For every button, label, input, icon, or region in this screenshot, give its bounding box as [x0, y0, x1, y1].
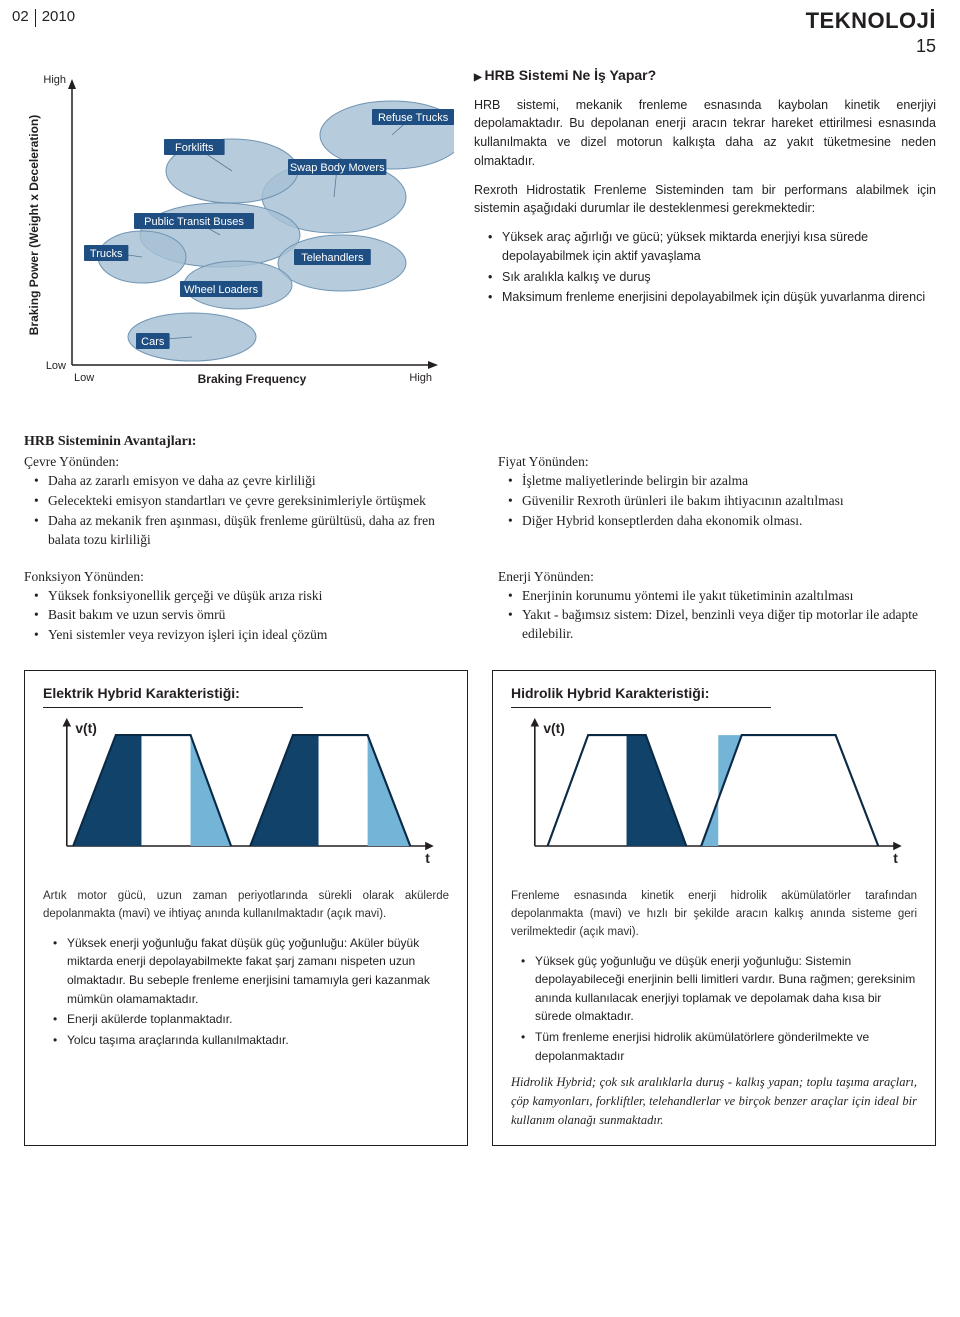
- svg-text:v(t): v(t): [543, 720, 565, 736]
- title-rule: [43, 707, 303, 708]
- advantage-heading: Fiyat Yönünden:: [498, 454, 936, 470]
- electric-bullet-item: Yolcu taşıma araçlarında kullanılmaktadı…: [67, 1031, 449, 1050]
- advantages-grid: Çevre Yönünden: Daha az zararlı emisyon v…: [24, 454, 936, 656]
- hydraulic-caption: Frenleme esnasında kinetik enerji hidrol…: [511, 888, 917, 941]
- advantage-item: Güvenilir Rexroth ürünleri ile bakım iht…: [522, 492, 936, 511]
- intro-bullet-list: Yüksek araç ağırlığı ve gücü; yüksek mik…: [474, 228, 936, 307]
- advantage-item: İşletme maliyetlerinde belirgin bir azal…: [522, 472, 936, 491]
- intro-paragraph-1: HRB sistemi, mekanik frenleme esnasında …: [474, 96, 936, 171]
- header-right: TEKNOLOJİ 15: [806, 8, 936, 57]
- electric-caption: Artık motor gücü, uzun zaman periyotları…: [43, 888, 449, 924]
- intro-text-column: HRB Sistemi Ne İş Yapar? HRB sistemi, me…: [474, 65, 936, 410]
- advantage-heading: Fonksiyon Yönünden:: [24, 569, 462, 585]
- electric-hybrid-title: Elektrik Hybrid Karakteristiği:: [43, 685, 449, 701]
- issue-month: 02: [12, 8, 29, 25]
- svg-text:Refuse Trucks: Refuse Trucks: [378, 112, 449, 124]
- advantage-heading: Enerji Yönünden:: [498, 569, 936, 585]
- advantage-block: Çevre Yönünden: Daha az zararlı emisyon v…: [24, 454, 462, 551]
- advantages-title: HRB Sisteminin Avantajları:: [24, 434, 936, 450]
- characteristics-row: Elektrik Hybrid Karakteristiği: v(t) t Ar…: [0, 670, 960, 1164]
- svg-text:Wheel Loaders: Wheel Loaders: [184, 284, 258, 296]
- section-name: TEKNOLOJİ: [806, 8, 936, 34]
- svg-text:Trucks: Trucks: [90, 248, 123, 260]
- advantage-item: Yüksek fonksiyonellik gerçeği ve düşük a…: [48, 587, 462, 606]
- svg-text:t: t: [425, 850, 430, 866]
- svg-text:Braking Power (Weight x Decele: Braking Power (Weight x Deceleration): [27, 115, 41, 336]
- svg-text:Forklifts: Forklifts: [175, 142, 214, 154]
- advantage-list: Yüksek fonksiyonellik gerçeği ve düşük a…: [24, 587, 462, 646]
- svg-text:Public Transit Buses: Public Transit Buses: [144, 216, 244, 228]
- svg-text:High: High: [43, 74, 66, 86]
- bubble-chart: Refuse Trucks Swap Body Movers Forklifts Pu…: [24, 65, 454, 405]
- advantages-section: HRB Sisteminin Avantajları: Çevre Yönünd…: [0, 424, 960, 670]
- hydraulic-bullet-item: Tüm frenleme enerjisi hidrolik akümülatö…: [535, 1028, 917, 1065]
- issue-year: 2010: [42, 8, 75, 25]
- svg-text:Swap Body Movers: Swap Body Movers: [290, 162, 385, 174]
- advantage-item: Basit bakım ve uzun servis ömrü: [48, 606, 462, 625]
- issue-date: 02 2010: [12, 8, 75, 27]
- electric-bullet-item: Enerji akülerde toplanmaktadır.: [67, 1010, 449, 1029]
- advantage-block: Enerji Yönünden: Enerjinin korunumu yönte…: [498, 569, 936, 647]
- hydraulic-bullet-item: Yüksek güç yoğunluğu ve düşük enerji yoğ…: [535, 952, 917, 1026]
- advantage-item: Yakıt - bağımsız sistem: Dizel, benzinli…: [522, 606, 936, 644]
- electric-hybrid-box: Elektrik Hybrid Karakteristiği: v(t) t Ar…: [24, 670, 468, 1146]
- hydraulic-hybrid-box: Hidrolik Hybrid Karakteristiği: v(t) t Fr…: [492, 670, 936, 1146]
- svg-text:Low: Low: [46, 360, 66, 372]
- intro-bullet-item: Maksimum frenleme enerjisini depolayabil…: [502, 288, 936, 307]
- electric-vt-chart: v(t) t: [43, 718, 449, 878]
- svg-text:v(t): v(t): [75, 720, 97, 736]
- hydraulic-bullet-list: Yüksek güç yoğunluğu ve düşük enerji yoğ…: [511, 952, 917, 1068]
- svg-text:Low: Low: [74, 372, 94, 384]
- page-number: 15: [806, 36, 936, 57]
- advantage-block: Fiyat Yönünden: İşletme maliyetlerinde be…: [498, 454, 936, 551]
- advantage-list: Enerjinin korunumu yöntemi ile yakıt tük…: [498, 587, 936, 645]
- intro-heading: HRB Sistemi Ne İş Yapar?: [474, 65, 936, 86]
- electric-bullet-list: Yüksek enerji yoğunluğu fakat düşük güç …: [43, 934, 449, 1052]
- hydraulic-footnote: Hidrolik Hybrid; çok sık aralıklarla dur…: [511, 1073, 917, 1129]
- svg-text:Cars: Cars: [141, 336, 165, 348]
- svg-text:High: High: [409, 372, 432, 384]
- advantage-block: Fonksiyon Yönünden: Yüksek fonksiyonellik…: [24, 569, 462, 647]
- bubble-chart-column: Refuse Trucks Swap Body Movers Forklifts Pu…: [24, 65, 454, 410]
- hydraulic-vt-chart: v(t) t: [511, 718, 917, 878]
- advantage-item: Diğer Hybrid konseptlerden daha ekonomik…: [522, 512, 936, 531]
- advantage-list: Daha az zararlı emisyon ve daha az çevre…: [24, 472, 462, 550]
- intro-bullet-item: Yüksek araç ağırlığı ve gücü; yüksek mik…: [502, 228, 936, 266]
- intro-bullet-item: Sık aralıkla kalkış ve duruş: [502, 268, 936, 287]
- advantage-heading: Çevre Yönünden:: [24, 454, 462, 470]
- svg-text:Braking Frequency: Braking Frequency: [198, 372, 307, 386]
- advantage-item: Yeni sistemler veya revizyon işleri için…: [48, 626, 462, 645]
- advantage-list: İşletme maliyetlerinde belirgin bir azal…: [498, 472, 936, 531]
- advantage-item: Daha az mekanik fren aşınması, düşük fre…: [48, 512, 462, 550]
- intro-paragraph-2: Rexroth Hidrostatik Frenleme Sisteminden…: [474, 181, 936, 219]
- advantage-item: Gelecekteki emisyon standartları ve çevr…: [48, 492, 462, 511]
- title-rule: [511, 707, 771, 708]
- advantage-item: Daha az zararlı emisyon ve daha az çevre…: [48, 472, 462, 491]
- svg-text:Telehandlers: Telehandlers: [301, 252, 364, 264]
- hydraulic-hybrid-title: Hidrolik Hybrid Karakteristiği:: [511, 685, 917, 701]
- top-row: Refuse Trucks Swap Body Movers Forklifts Pu…: [0, 57, 960, 424]
- page-header: 02 2010 TEKNOLOJİ 15: [0, 0, 960, 57]
- issue-divider: [35, 9, 36, 27]
- svg-text:t: t: [893, 850, 898, 866]
- advantage-item: Enerjinin korunumu yöntemi ile yakıt tük…: [522, 587, 936, 606]
- electric-bullet-item: Yüksek enerji yoğunluğu fakat düşük güç …: [67, 934, 449, 1008]
